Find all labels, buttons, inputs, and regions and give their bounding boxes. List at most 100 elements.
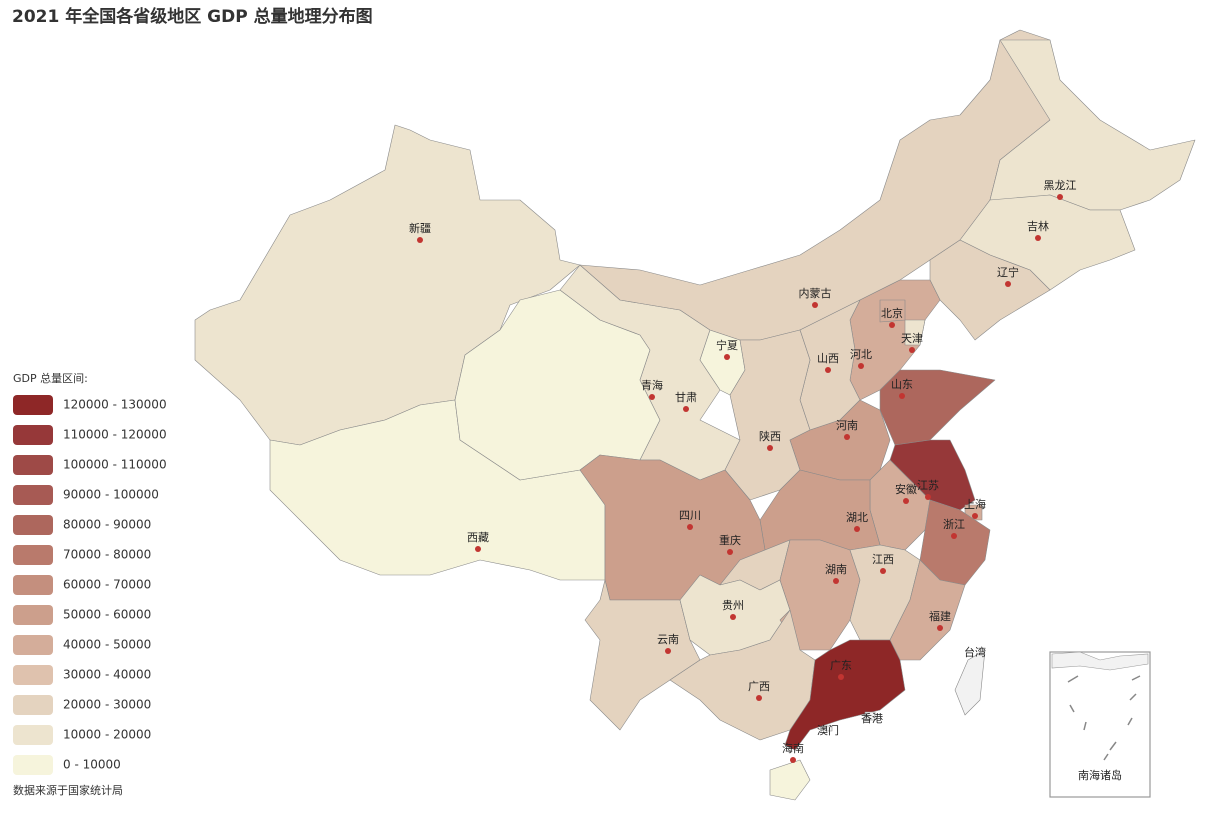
inset-label: 南海诸岛 [1078, 768, 1122, 782]
region-label: 河北 [850, 348, 872, 361]
legend-label: 100000 - 110000 [63, 458, 167, 472]
region-label: 甘肃 [675, 391, 697, 404]
region-dot [858, 363, 864, 369]
region-label: 青海 [641, 378, 663, 392]
map-title: 2021 年全国各省级地区 GDP 总量地理分布图 [12, 6, 373, 27]
region-shape [864, 711, 876, 721]
region-dot [649, 394, 655, 400]
legend-swatch [13, 605, 53, 625]
legend-swatch [13, 485, 53, 505]
region-shape [889, 559, 966, 661]
region-dot [854, 526, 860, 532]
legend-swatch [13, 395, 53, 415]
legend-title: GDP 总量区间: [13, 371, 88, 385]
region-dot [767, 445, 773, 451]
region-label: 广东 [830, 659, 852, 672]
region-dot [844, 434, 850, 440]
region-dot [909, 347, 915, 353]
region-label: 海南 [782, 741, 804, 755]
region-dot [951, 533, 957, 539]
legend-label: 50000 - 60000 [63, 608, 151, 622]
region-dot [833, 578, 839, 584]
region-dot [727, 549, 733, 555]
region-shape [929, 239, 1051, 341]
region-dot [1035, 235, 1041, 241]
region-label: 台湾 [964, 645, 986, 659]
region-label: 湖北 [846, 511, 868, 524]
region-dot [790, 757, 796, 763]
legend-swatch [13, 545, 53, 565]
legend-swatch [13, 455, 53, 475]
legend-swatch [13, 425, 53, 445]
region-dot [825, 367, 831, 373]
region-dot [730, 614, 736, 620]
region-label: 上海 [964, 497, 986, 511]
region-shape [825, 725, 833, 732]
region-label: 内蒙古 [799, 286, 832, 300]
legend-label: 30000 - 40000 [63, 668, 151, 682]
region-label: 安徽 [895, 482, 917, 496]
legend: 120000 - 130000 110000 - 120000 100000 - 1… [13, 395, 167, 775]
region-dot [937, 625, 943, 631]
region-dot [756, 695, 762, 701]
region-dot [972, 513, 978, 519]
region-label: 黑龙江 [1044, 179, 1077, 192]
region-label: 湖南 [825, 563, 847, 576]
legend-label: 80000 - 90000 [63, 518, 151, 532]
region-dot [724, 354, 730, 360]
region-label: 河南 [836, 419, 858, 432]
regions [194, 29, 1196, 801]
legend-swatch [13, 755, 53, 775]
region-label: 重庆 [719, 533, 741, 547]
region-dot [880, 568, 886, 574]
region-dot [683, 406, 689, 412]
source-note: 数据来源于国家统计局 [13, 783, 123, 797]
inset-frame [1049, 651, 1151, 798]
region-label: 西藏 [467, 531, 489, 544]
region-label: 江西 [872, 553, 894, 566]
legend-label: 110000 - 120000 [63, 428, 167, 442]
south-sea-inset: 南海诸岛 [1049, 651, 1151, 798]
legend-label: 20000 - 30000 [63, 698, 151, 712]
region-shape [879, 369, 996, 446]
region-shape [584, 579, 701, 731]
legend-swatch [13, 635, 53, 655]
region-shape [954, 649, 986, 716]
region-dot [665, 648, 671, 654]
legend-swatch [13, 575, 53, 595]
region-shape [904, 319, 926, 346]
region-label: 福建 [929, 609, 951, 623]
legend-swatch [13, 725, 53, 745]
legend-label: 10000 - 20000 [63, 728, 151, 742]
region-label: 广西 [748, 680, 770, 693]
region-dot [475, 546, 481, 552]
legend-label: 40000 - 50000 [63, 638, 151, 652]
inset-coast [1051, 651, 1149, 671]
region-dot [838, 674, 844, 680]
region-dot [899, 393, 905, 399]
region-dot [1005, 281, 1011, 287]
legend-label: 90000 - 100000 [63, 488, 159, 502]
region-dot [1057, 194, 1063, 200]
legend-swatch [13, 515, 53, 535]
region-label: 天津 [901, 332, 923, 345]
region-label: 新疆 [409, 221, 431, 235]
region-shape [769, 759, 811, 801]
region-label: 陕西 [759, 429, 781, 443]
region-shape [669, 609, 816, 741]
region-label: 辽宁 [997, 265, 1019, 279]
legend-label: 120000 - 130000 [63, 398, 167, 412]
region-label: 云南 [657, 633, 679, 646]
region-label: 北京 [881, 306, 903, 320]
region-label: 宁夏 [716, 338, 738, 352]
region-dot [687, 524, 693, 530]
region-shape [784, 639, 906, 751]
legend-label: 60000 - 70000 [63, 578, 151, 592]
legend-swatch [13, 665, 53, 685]
region-shape [989, 39, 1196, 211]
legend-label: 70000 - 80000 [63, 548, 151, 562]
region-label: 贵州 [722, 599, 744, 612]
legend-label: 0 - 10000 [63, 758, 121, 772]
region-label: 江苏 [917, 479, 939, 492]
